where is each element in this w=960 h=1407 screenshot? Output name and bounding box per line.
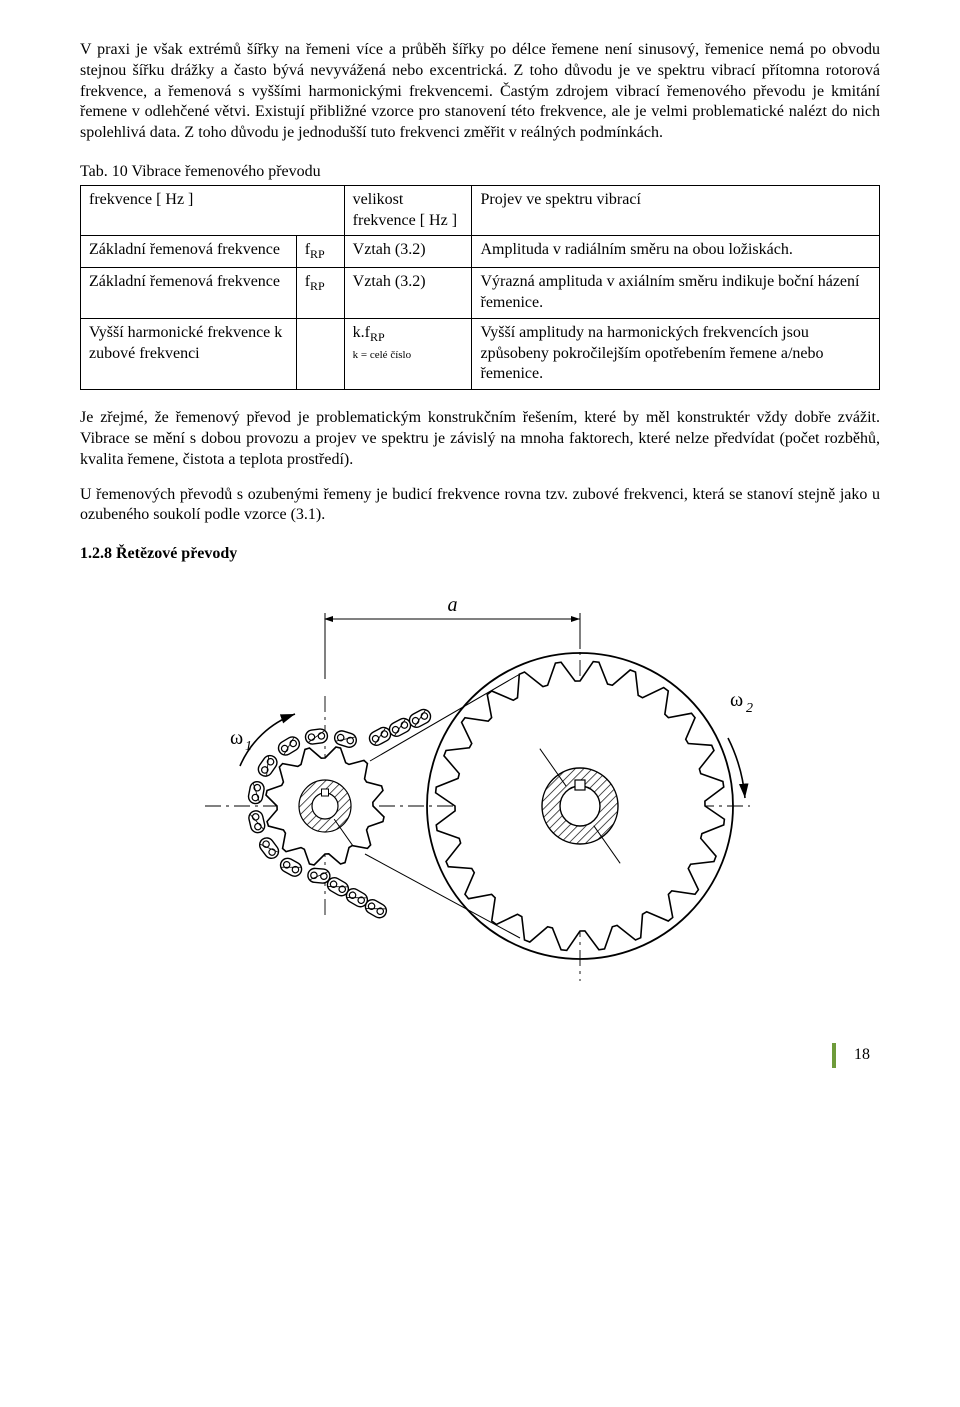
cell-vel: Vztah (3.2) [344, 268, 472, 319]
svg-text:ω: ω [230, 727, 243, 749]
intro-paragraph-1: V praxi je však extrémů šířky na řemeni … [80, 40, 880, 144]
cell-proj: Vyšší amplitudy na harmonických frekvenc… [472, 318, 880, 389]
page-number-container: 18 [80, 1038, 880, 1068]
cell-freq-label: Základní řemenová frekvence [81, 236, 297, 268]
table-header-row: frekvence [ Hz ] velikost frekvence [ Hz… [81, 185, 880, 236]
cell-proj: Výrazná amplituda v axiálním směru indik… [472, 268, 880, 319]
svg-text:a: a [448, 594, 458, 616]
th-freq: frekvence [ Hz ] [81, 185, 345, 236]
table-row: Základní řemenová frekvence fRP Vztah (3… [81, 236, 880, 268]
page-number: 18 [832, 1043, 880, 1068]
chain-drive-svg: aω1ω2 [170, 571, 790, 991]
cell-freq-label: Základní řemenová frekvence [81, 268, 297, 319]
svg-text:ω: ω [730, 689, 743, 711]
table-row: Vyšší harmonické frekvence k zubové frek… [81, 318, 880, 389]
para-3: Je zřejmé, že řemenový převod je problem… [80, 408, 880, 470]
svg-text:1: 1 [245, 739, 252, 754]
cell-sym [296, 318, 344, 389]
cell-vel: Vztah (3.2) [344, 236, 472, 268]
cell-proj: Amplituda v radiálním směru na obou loži… [472, 236, 880, 268]
table-row: Základní řemenová frekvence fRP Vztah (3… [81, 268, 880, 319]
para-4: U řemenových převodů s ozubenými řemeny … [80, 485, 880, 527]
cell-sym: fRP [296, 268, 344, 319]
svg-text:2: 2 [746, 701, 753, 716]
cell-sym: fRP [296, 236, 344, 268]
cell-freq-label: Vyšší harmonické frekvence k zubové frek… [81, 318, 297, 389]
th-vel: velikost frekvence [ Hz ] [344, 185, 472, 236]
th-proj: Projev ve spektru vibrací [472, 185, 880, 236]
cell-vel: k.fRP k = celé číslo [344, 318, 472, 389]
table-caption: Tab. 10 Vibrace řemenového převodu [80, 162, 880, 183]
chain-drive-diagram: aω1ω2 [80, 571, 880, 998]
section-heading: 1.2.8 Řetězové převody [80, 544, 880, 565]
vibration-table: frekvence [ Hz ] velikost frekvence [ Hz… [80, 185, 880, 390]
